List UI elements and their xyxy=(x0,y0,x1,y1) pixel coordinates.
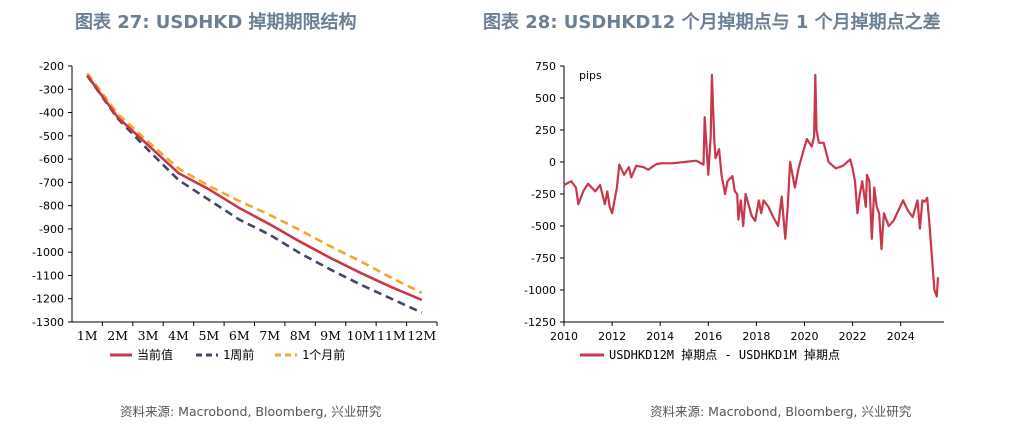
right-legend: USDHKD12M 掉期点 - USDHKD1M 掉期点 xyxy=(580,348,840,362)
left-x-tick-label: 4M xyxy=(168,328,189,343)
right-chart-title: 图表 28: USDHKD12 个月掉期点与 1 个月掉期点之差 xyxy=(483,12,941,33)
left-y-tick-label: -800 xyxy=(39,200,64,213)
left-y-tick-label: -1000 xyxy=(32,246,64,259)
left-x-tick-label: 2M xyxy=(107,328,128,343)
legend-current-label: 当前值 xyxy=(137,347,173,362)
left-y-tick-label: -400 xyxy=(39,107,64,120)
right-unit-label: pips xyxy=(579,69,602,82)
term-structure-chart: -200 -300 -400 -500 -600 -700 -800 -900 -1000 -11… xyxy=(32,60,438,362)
left-chart-title: 图表 27: USDHKD 掉期期限结构 xyxy=(75,12,357,33)
left-x-tick-label: 9M xyxy=(320,328,341,343)
right-source-note: 资料来源: Macrobond, Bloomberg, 兴业研究 xyxy=(650,404,912,419)
right-x-tick-label: 2022 xyxy=(839,330,867,343)
left-x-tick-label: 6M xyxy=(229,328,250,343)
left-legend: 当前值 1周前 1个月前 xyxy=(110,347,345,362)
left-x-tick-label: 10M xyxy=(347,328,376,343)
left-y-tick-label: -900 xyxy=(39,223,64,236)
left-series-line-0 xyxy=(86,74,423,302)
legend-1m-label: 1个月前 xyxy=(302,347,345,362)
right-y-tick-label: 500 xyxy=(535,92,556,105)
right-y-tick-label: -250 xyxy=(531,188,556,201)
legend-spread-label: USDHKD12M 掉期点 - USDHKD1M 掉期点 xyxy=(609,348,840,362)
left-y-tick-label: -700 xyxy=(39,176,64,189)
left-x-tick-label: 3M xyxy=(138,328,159,343)
right-x-tick-label: 2018 xyxy=(742,330,770,343)
right-x-tick-label: 2010 xyxy=(550,330,578,343)
left-x-tick-label: 8M xyxy=(290,328,311,343)
left-x-tick-label: 7M xyxy=(259,328,280,343)
left-x-tick-label: 11M xyxy=(377,328,406,343)
right-y-tick-label: -500 xyxy=(531,220,556,233)
left-y-tick-label: -500 xyxy=(39,130,64,143)
right-x-tick-label: 2012 xyxy=(598,330,626,343)
left-x-tick-label: 12M xyxy=(407,328,436,343)
left-y-tick-label: -600 xyxy=(39,153,64,166)
left-series-line-1 xyxy=(86,75,423,314)
right-x-tick-label: 2020 xyxy=(791,330,819,343)
right-y-tick-label: -1000 xyxy=(524,284,556,297)
left-y-tick-label: -1200 xyxy=(32,293,64,306)
right-y-tick-label: 750 xyxy=(535,60,556,73)
right-x-tick-label: 2016 xyxy=(694,330,722,343)
right-series-line xyxy=(563,73,940,298)
left-y-tick-label: -1100 xyxy=(32,269,64,282)
right-y-tick-label: -750 xyxy=(531,252,556,265)
swap-spread-chart: pips 750 500 250 0 -250 -500 -750 -1000 -1250 20… xyxy=(524,60,944,362)
right-x-tick-label: 2014 xyxy=(646,330,674,343)
left-y-tick-label: -1300 xyxy=(32,316,64,329)
left-y-tick-label: -300 xyxy=(39,83,64,96)
left-x-tick-label: 5M xyxy=(198,328,219,343)
right-y-tick-label: 0 xyxy=(549,156,556,169)
left-series-line-2 xyxy=(86,72,423,295)
left-y-tick-label: -200 xyxy=(39,60,64,73)
right-y-tick-label: 250 xyxy=(535,124,556,137)
right-x-tick-label: 2024 xyxy=(887,330,915,343)
legend-1w-label: 1周前 xyxy=(223,347,254,362)
right-y-tick-label: -1250 xyxy=(524,316,556,329)
left-source-note: 资料来源: Macrobond, Bloomberg, 兴业研究 xyxy=(120,404,382,419)
left-x-tick-label: 1M xyxy=(77,328,98,343)
